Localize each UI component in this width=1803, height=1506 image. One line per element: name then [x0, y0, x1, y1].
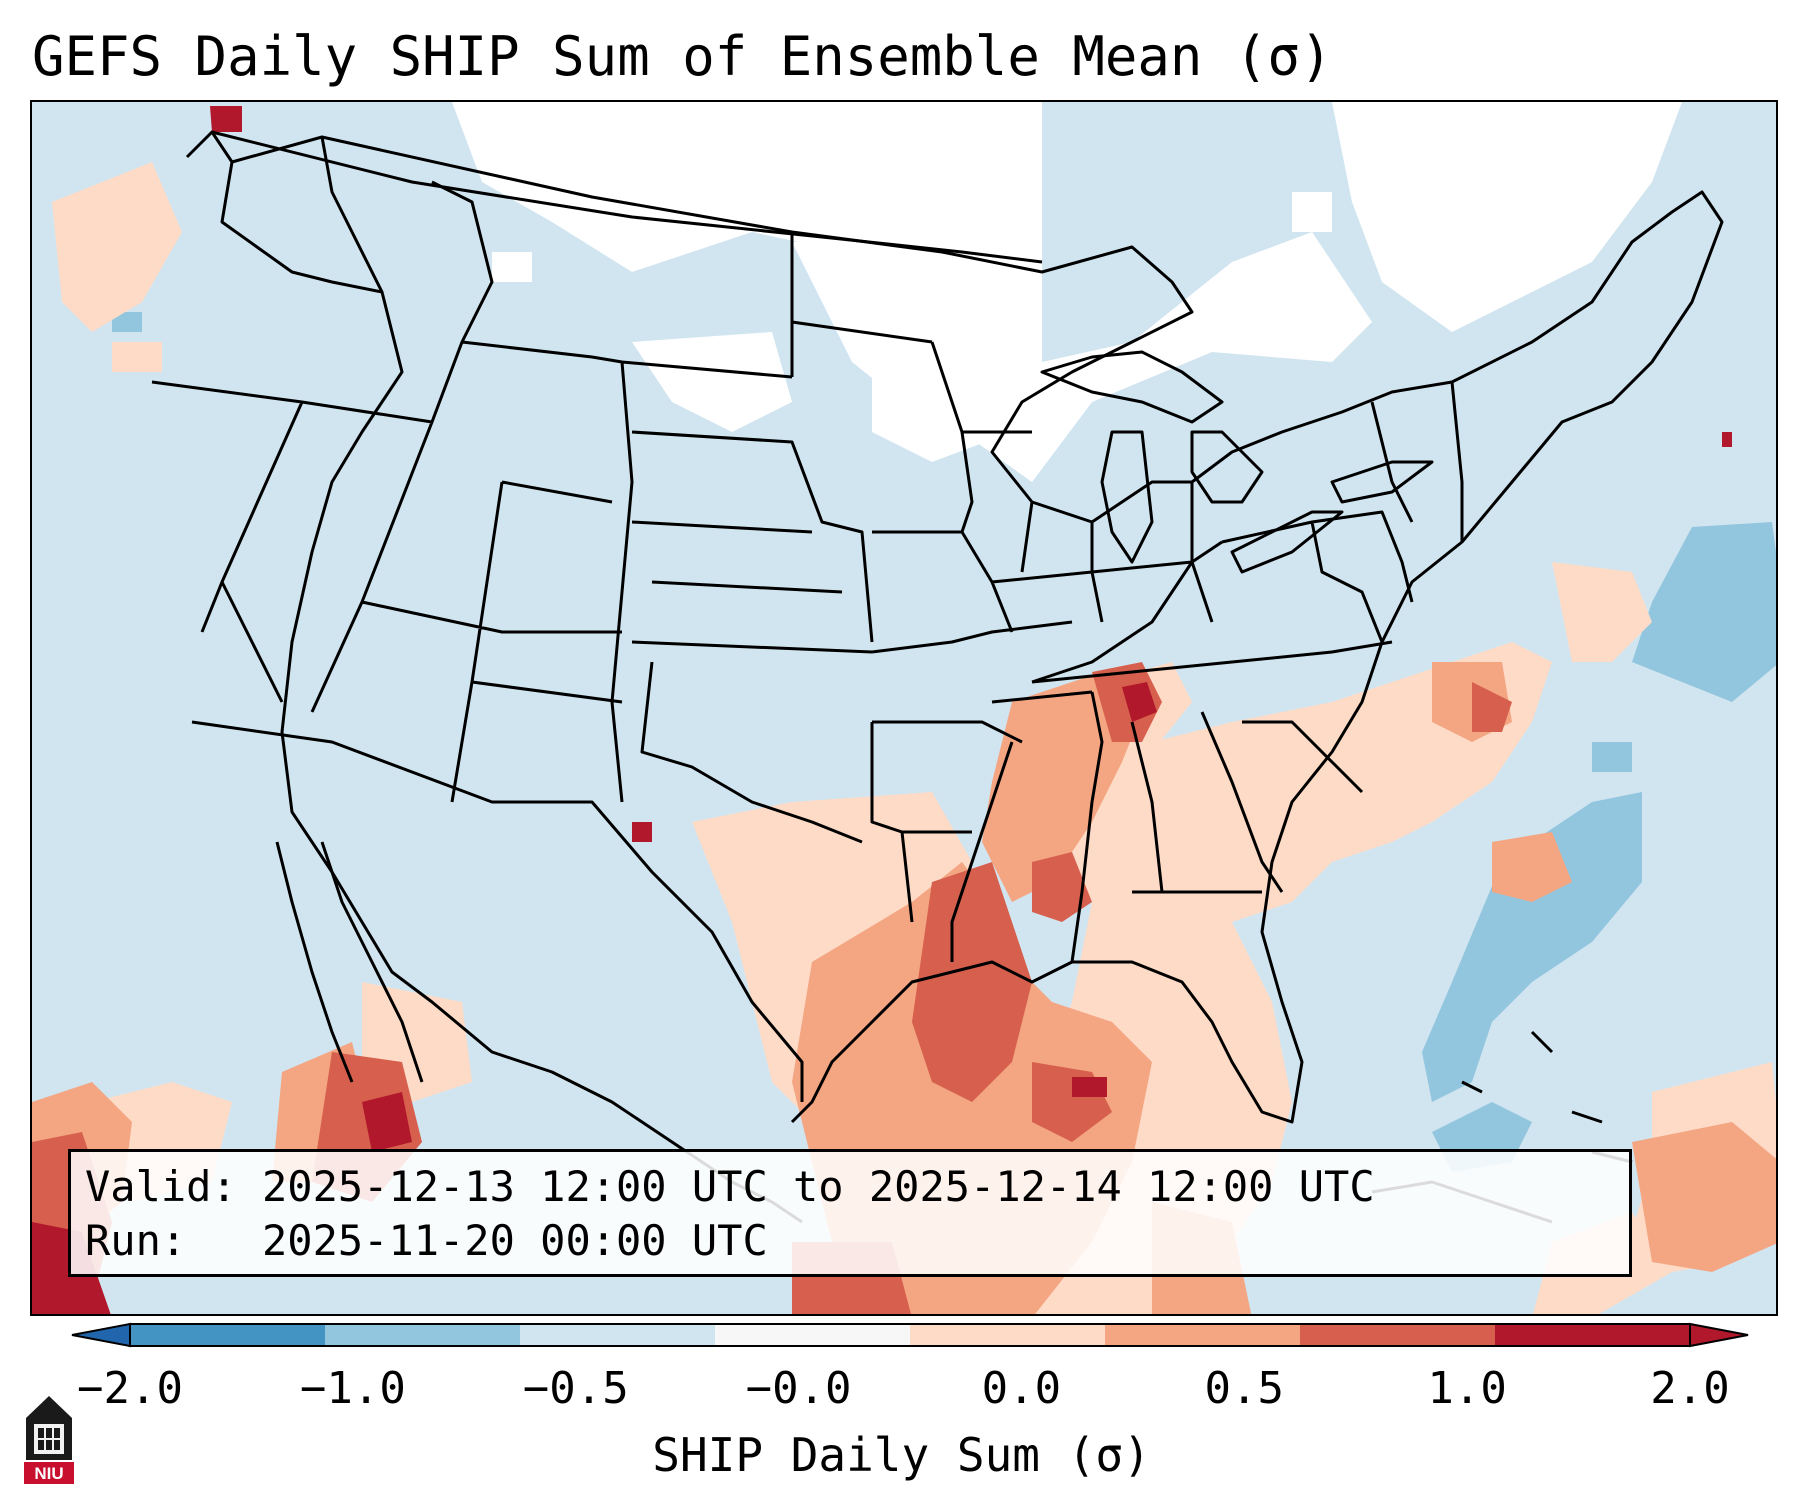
- colorbar-segment: [1105, 1324, 1300, 1346]
- run-value: 2025-11-20 00:00 UTC: [262, 1216, 768, 1265]
- valid-label: Valid:: [85, 1162, 237, 1211]
- colorbar-tick-label: 2.0: [1650, 1363, 1730, 1414]
- state-lines: [151, 136, 1464, 963]
- colorbar-segment: [520, 1324, 715, 1346]
- colorbar-tick-label: −2.0: [77, 1363, 183, 1414]
- colorbar-tick-label: 0.0: [981, 1363, 1062, 1414]
- colorbar-tick-label: 0.5: [1204, 1363, 1285, 1414]
- colorbar-segments: [71, 1322, 1749, 1348]
- colorbar-tick-label: −0.5: [522, 1363, 629, 1414]
- baja-coast: [275, 841, 424, 1083]
- colorbar-segment: [1495, 1324, 1690, 1346]
- colorbar-segment: [715, 1324, 910, 1346]
- great-lakes: [1040, 350, 1434, 574]
- colorbar-segment: [130, 1324, 325, 1346]
- colorbar-segment: [1300, 1324, 1495, 1346]
- colorbar-label: SHIP Daily Sum (σ): [652, 1428, 1151, 1482]
- neutral-anomaly-areas: [452, 102, 1682, 482]
- map-panel: [30, 100, 1778, 1316]
- colorbar-tick-label: −1.0: [299, 1363, 406, 1414]
- colorbar-tick-label: −0.0: [745, 1363, 852, 1414]
- colorbar-segment: [910, 1324, 1105, 1346]
- niu-logo: NIU: [24, 1396, 74, 1484]
- colorbar-tick-label: 1.0: [1427, 1363, 1507, 1414]
- map-title: GEFS Daily SHIP Sum of Ensemble Mean (σ): [32, 25, 1333, 88]
- valid-value: 2025-12-13 12:00 UTC to 2025-12-14 12:00…: [262, 1162, 1375, 1211]
- colorbar-extend-high: [1689, 1322, 1749, 1348]
- valid-run-info-box: Valid: 2025-12-13 12:00 UTC to 2025-12-1…: [68, 1149, 1632, 1277]
- logo-text: NIU: [34, 1464, 63, 1483]
- colorbar-extend-low: [71, 1322, 131, 1348]
- university-tower-icon: NIU: [24, 1396, 74, 1484]
- valid-line: Valid: 2025-12-13 12:00 UTC to 2025-12-1…: [85, 1160, 1629, 1214]
- run-label: Run:: [85, 1216, 187, 1265]
- map-canvas: [32, 102, 1776, 1314]
- colorbar: [71, 1322, 1749, 1348]
- colorbar-outline: [129, 1323, 1691, 1347]
- colorbar-segment: [325, 1324, 520, 1346]
- canada-border: [211, 130, 1043, 264]
- run-line: Run: 2025-11-20 00:00 UTC: [85, 1214, 1629, 1268]
- mexico-border: [191, 720, 804, 1102]
